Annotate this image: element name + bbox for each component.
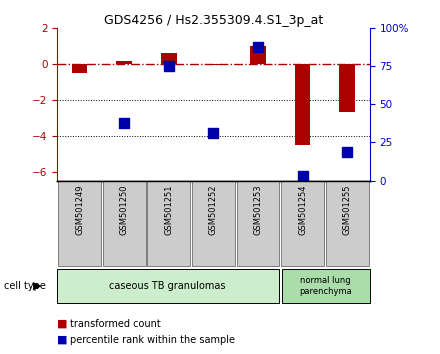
- Bar: [205, 64, 221, 65]
- Text: caseous TB granulomas: caseous TB granulomas: [109, 281, 226, 291]
- Text: GSM501249: GSM501249: [75, 184, 84, 235]
- Bar: [295, 64, 311, 145]
- Text: ■: ■: [57, 335, 68, 345]
- Text: GSM501252: GSM501252: [209, 184, 218, 235]
- Point: [121, 121, 128, 126]
- Text: ■: ■: [57, 319, 68, 329]
- Text: cell type: cell type: [4, 281, 46, 291]
- Bar: [250, 46, 266, 64]
- Text: transformed count: transformed count: [70, 319, 161, 329]
- Text: GSM501253: GSM501253: [253, 184, 263, 235]
- Title: GDS4256 / Hs2.355309.4.S1_3p_at: GDS4256 / Hs2.355309.4.S1_3p_at: [104, 14, 323, 27]
- Point: [299, 173, 306, 179]
- Text: GSM501251: GSM501251: [164, 184, 173, 235]
- Point: [344, 149, 351, 155]
- Text: GSM501250: GSM501250: [120, 184, 128, 235]
- Bar: [161, 53, 176, 64]
- Bar: [116, 62, 132, 64]
- Text: percentile rank within the sample: percentile rank within the sample: [70, 335, 235, 345]
- Bar: [340, 64, 355, 113]
- Text: GSM501255: GSM501255: [343, 184, 352, 235]
- Point: [210, 130, 217, 136]
- Text: normal lung
parenchyma: normal lung parenchyma: [299, 276, 352, 296]
- Bar: [72, 64, 87, 73]
- Text: GSM501254: GSM501254: [298, 184, 307, 235]
- Point: [254, 45, 261, 50]
- Text: ▶: ▶: [33, 281, 42, 291]
- Point: [165, 64, 172, 69]
